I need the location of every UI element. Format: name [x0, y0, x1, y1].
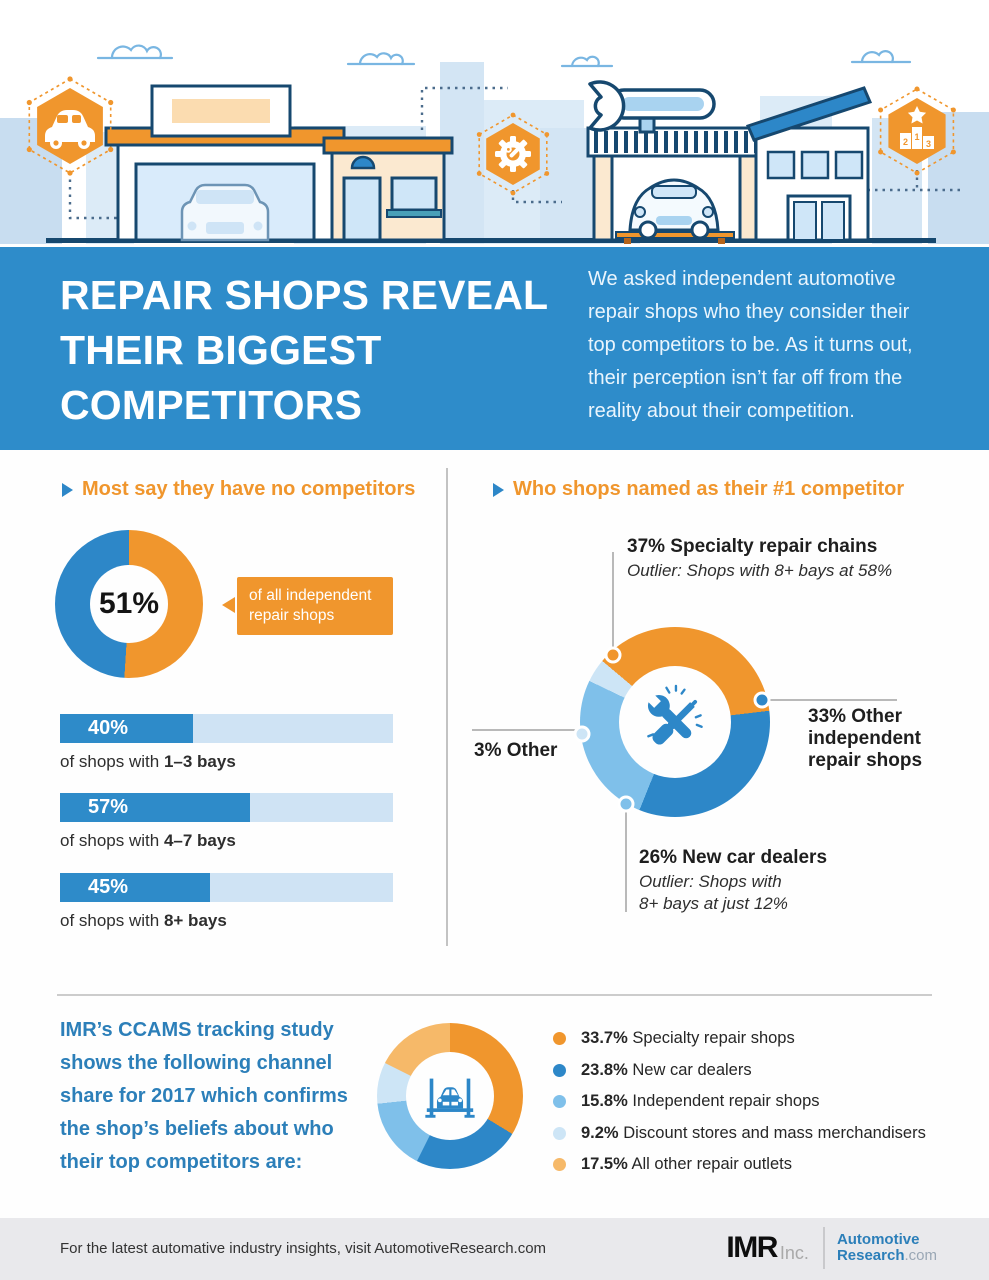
legend-item: 15.8% Independent repair shops [553, 1092, 926, 1111]
callout-arrow-icon [222, 597, 235, 613]
segment-dot-26 [617, 795, 635, 813]
bullet-triangle-icon [62, 482, 73, 497]
callout-line-3 [472, 729, 576, 731]
callout-line-26 [625, 812, 627, 912]
right-section-heading: Who shops named as their #1 competitor [493, 478, 904, 501]
cloud-icons [96, 44, 912, 68]
bar-fill: 57% [60, 793, 250, 822]
callout-label-26: 26% New car dealers Outlier: Shops with … [639, 847, 828, 913]
horizontal-divider [57, 994, 932, 996]
podium-number-2: 2 [903, 137, 908, 147]
podium-badge-icon: 2 1 3 [878, 86, 956, 176]
page-title: REPAIR SHOPS REVEAL THEIR BIGGEST COMPET… [60, 272, 549, 428]
podium-number-3: 3 [926, 139, 931, 149]
bottom-lead-text: IMR’s CCAMS tracking study shows the fol… [60, 1019, 348, 1173]
callout-line-33 [770, 699, 897, 701]
lamp-icon [350, 155, 376, 170]
legend-item: 9.2% Discount stores and mass merchandis… [553, 1124, 926, 1143]
bar-description: of shops with 8+ bays [60, 911, 227, 930]
legend-dot-icon [553, 1158, 566, 1171]
footer: For the latest automative industry insig… [0, 1218, 989, 1280]
donut-chart-51pct: 51% [55, 530, 203, 678]
bar-fill: 45% [60, 873, 210, 902]
bar-row-1-3-bays: 40% of shops with 1–3 bays [60, 714, 393, 772]
donut-chart-channel-share [377, 1023, 523, 1169]
segment-dot-37 [604, 646, 622, 664]
segment-dot-33 [753, 691, 771, 709]
callout-label-37: 37% Specialty repair chains Outlier: Sho… [627, 536, 893, 580]
right-garage-building [586, 80, 762, 244]
channel-share-legend: 33.7% Specialty repair shops 23.8% New c… [553, 1029, 926, 1187]
segment-dot-3 [573, 725, 591, 743]
left-section-heading: Most say they have no competitors [62, 478, 415, 501]
beetle-car-icon [615, 178, 735, 244]
callout-line-37 [612, 552, 614, 648]
donut-callout: of all independent repair shops [237, 577, 393, 635]
car-lift-icon [425, 1078, 475, 1118]
bar-track: 57% [60, 793, 393, 822]
bar-description: of shops with 4–7 bays [60, 831, 236, 850]
middle-building [322, 136, 454, 242]
dotted-connectors [68, 86, 962, 220]
car-front-icon [180, 183, 270, 242]
bullet-triangle-icon [493, 482, 504, 497]
legend-dot-icon [553, 1095, 566, 1108]
bar-description: of shops with 1–3 bays [60, 752, 236, 771]
hero-illustration: 2 1 3 [0, 0, 989, 247]
logo-divider [822, 1227, 825, 1269]
bar-track: 45% [60, 873, 393, 902]
bar-row-8plus-bays: 45% of shops with 8+ bays [60, 873, 393, 931]
callout-label-3: 3% Other [474, 740, 558, 761]
donut-center-label: 51% [98, 587, 160, 620]
city-scene: 2 1 3 [0, 44, 989, 244]
ground-line [46, 238, 936, 243]
legend-dot-icon [553, 1032, 566, 1045]
vertical-divider [446, 468, 448, 946]
bar-track: 40% [60, 714, 393, 743]
legend-item: 33.7% Specialty repair shops [553, 1029, 926, 1048]
legend-item: 17.5% All other repair outlets [553, 1155, 926, 1174]
header-band: REPAIR SHOPS REVEAL THEIR BIGGEST COMPET… [0, 247, 989, 450]
logo-inc-text: Inc. [779, 1243, 809, 1263]
logo-imr-text: IMR [726, 1231, 778, 1264]
wrench-sign-icon [588, 80, 716, 134]
tall-building [745, 86, 873, 242]
legend-dot-icon [553, 1126, 566, 1140]
logo-wordmark: Automotive Research.com [836, 1231, 937, 1264]
podium-number-1: 1 [914, 132, 919, 142]
left-shop-building [104, 84, 346, 242]
gear-badge-icon [476, 112, 550, 196]
imr-logo: IMR Inc. Automotive Research.com [726, 1227, 937, 1269]
legend-dot-icon [553, 1063, 566, 1077]
intro-paragraph: We asked independent automotive repair s… [588, 268, 913, 422]
legend-item: 23.8% New car dealers [553, 1061, 926, 1080]
footer-note: For the latest automative industry insig… [60, 1240, 547, 1257]
crossed-tools-icon [645, 684, 703, 745]
car-badge-icon [26, 76, 114, 176]
bar-fill: 40% [60, 714, 194, 743]
callout-label-33: 33% Other independent repair shops [808, 706, 923, 771]
bar-row-4-7-bays: 57% of shops with 4–7 bays [60, 793, 393, 851]
